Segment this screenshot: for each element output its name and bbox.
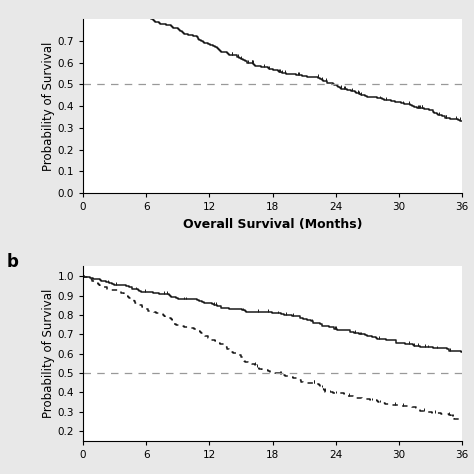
Text: b: b — [7, 253, 19, 271]
Y-axis label: Probability of Survival: Probability of Survival — [42, 41, 55, 171]
Y-axis label: Probability of Survival: Probability of Survival — [42, 289, 55, 419]
X-axis label: Overall Survival (Months): Overall Survival (Months) — [183, 218, 362, 231]
